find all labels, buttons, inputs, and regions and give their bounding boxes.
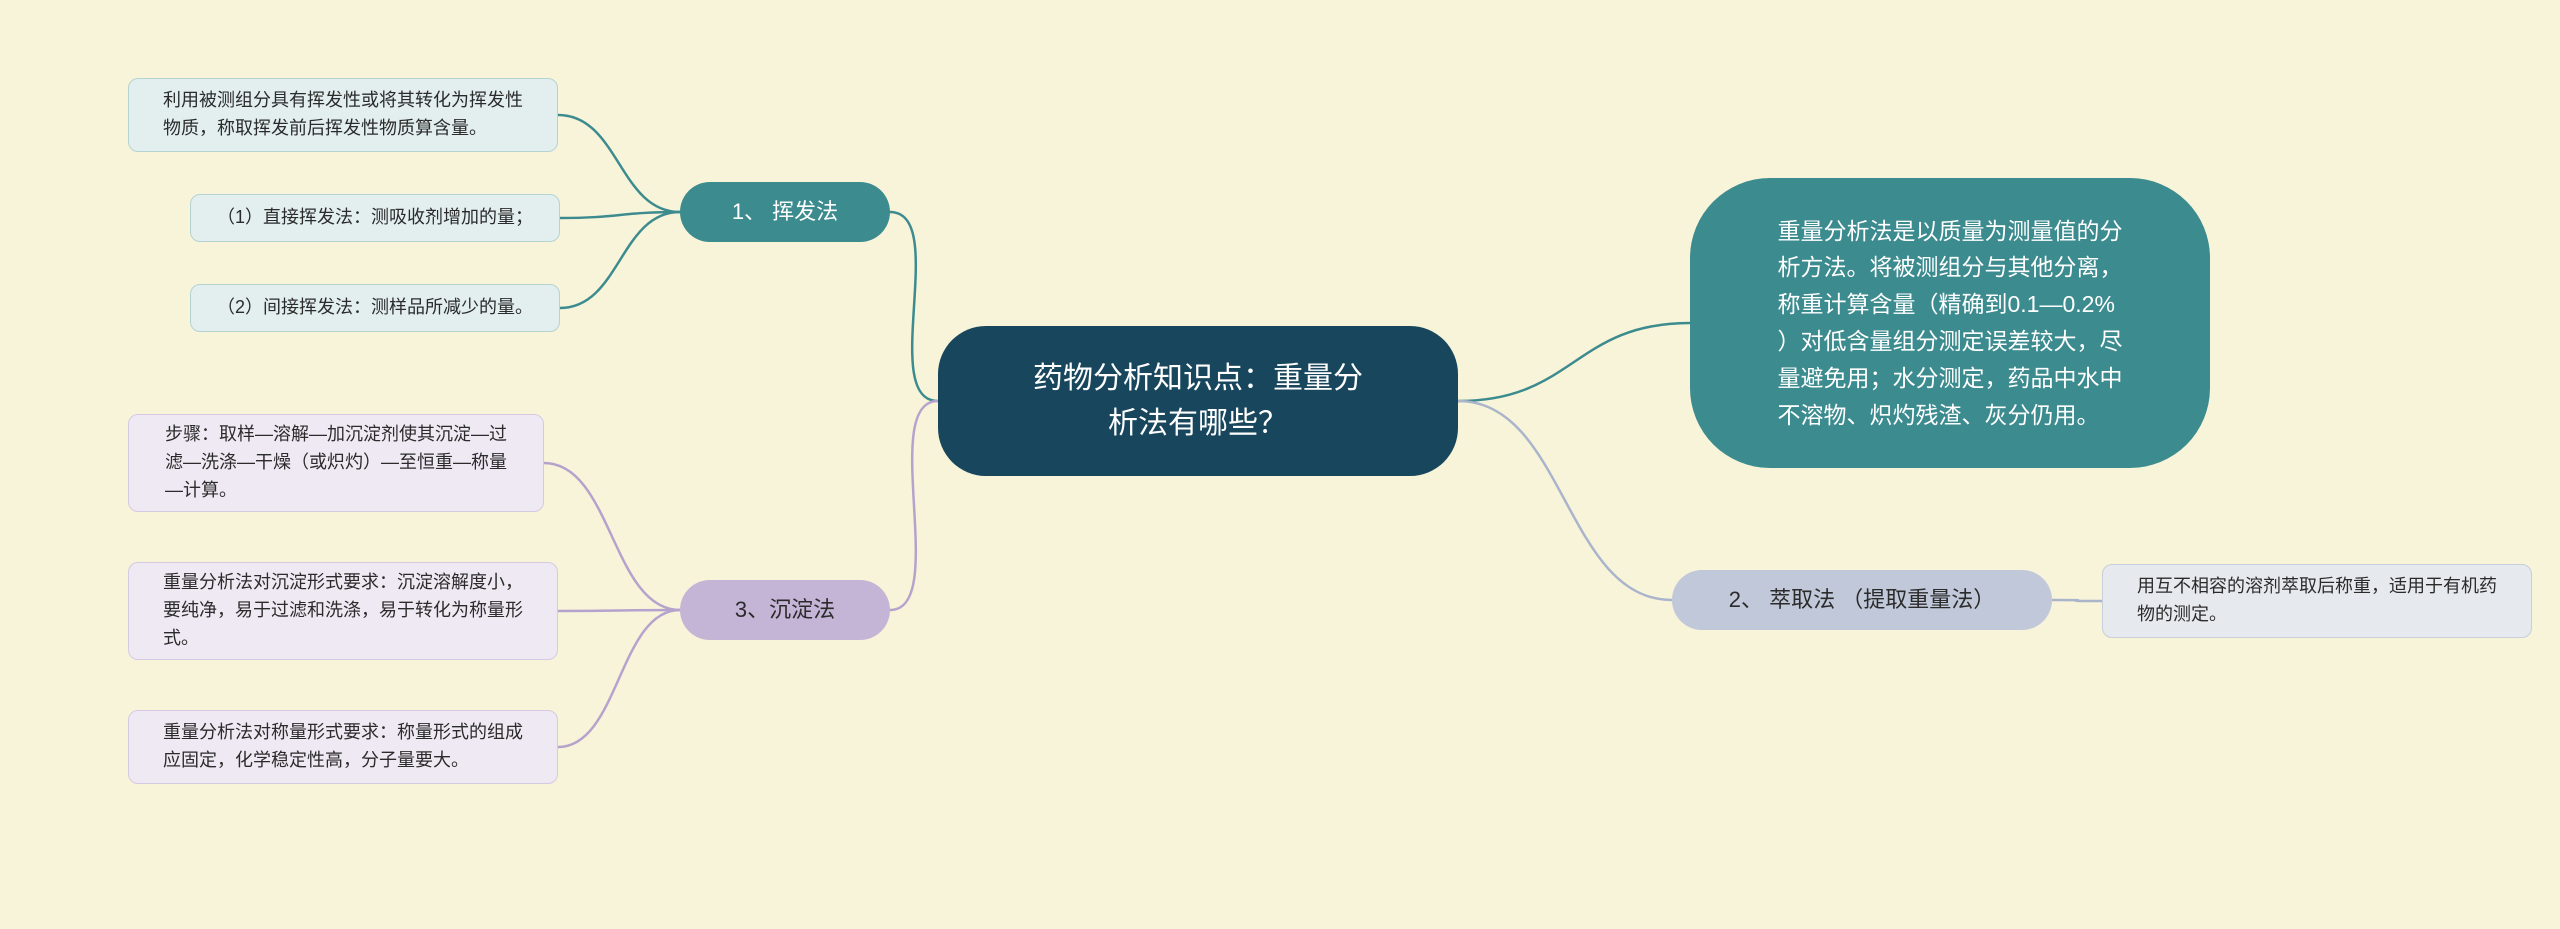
link-root-b2: [1458, 401, 1672, 600]
node-label: 1、 挥发法: [732, 201, 838, 223]
node-root[interactable]: 药物分析知识点：重量分 析法有哪些？: [938, 326, 1458, 476]
node-b2[interactable]: 2、 萃取法 （提取重量法）: [1672, 570, 2052, 630]
node-label: 用互不相容的溶剂萃取后称重，适用于有机药 物的测定。: [2137, 573, 2497, 629]
link-b1-l1b: [560, 212, 680, 218]
link-root-right_big: [1458, 323, 1690, 401]
node-label: 重量分析法对沉淀形式要求：沉淀溶解度小， 要纯净，易于过滤和洗涤，易于转化为称量…: [163, 569, 523, 653]
link-b2-l2: [2052, 600, 2102, 601]
node-l1b[interactable]: （1）直接挥发法：测吸收剂增加的量；: [190, 194, 560, 242]
node-label: 利用被测组分具有挥发性或将其转化为挥发性 物质，称取挥发前后挥发性物质算含量。: [163, 87, 523, 143]
link-b3-l3c: [558, 610, 680, 747]
link-b1-l1c: [560, 212, 680, 308]
link-root-b3: [890, 401, 938, 610]
link-b3-l3b: [558, 610, 680, 611]
link-b3-l3a: [544, 463, 680, 610]
node-l3c[interactable]: 重量分析法对称量形式要求：称量形式的组成 应固定，化学稳定性高，分子量要大。: [128, 710, 558, 784]
node-label: 药物分析知识点：重量分 析法有哪些？: [1033, 356, 1363, 446]
node-l1a[interactable]: 利用被测组分具有挥发性或将其转化为挥发性 物质，称取挥发前后挥发性物质算含量。: [128, 78, 558, 152]
node-label: 重量分析法是以质量为测量值的分 析方法。将被测组分与其他分离， 称重计算含量（精…: [1778, 213, 2123, 434]
node-l2[interactable]: 用互不相容的溶剂萃取后称重，适用于有机药 物的测定。: [2102, 564, 2532, 638]
node-label: （2）间接挥发法：测样品所减少的量。: [217, 294, 533, 322]
node-b3[interactable]: 3、沉淀法: [680, 580, 890, 640]
mindmap-canvas: 药物分析知识点：重量分 析法有哪些？ 重量分析法是以质量为测量值的分 析方法。将被…: [0, 0, 2560, 929]
node-label: 步骤：取样—溶解—加沉淀剂使其沉淀—过 滤—洗涤—干燥（或炽灼）—至恒重—称量 …: [165, 421, 507, 505]
node-l3a[interactable]: 步骤：取样—溶解—加沉淀剂使其沉淀—过 滤—洗涤—干燥（或炽灼）—至恒重—称量 …: [128, 414, 544, 512]
link-root-b1: [890, 212, 938, 401]
node-l3b[interactable]: 重量分析法对沉淀形式要求：沉淀溶解度小， 要纯净，易于过滤和洗涤，易于转化为称量…: [128, 562, 558, 660]
node-l1c[interactable]: （2）间接挥发法：测样品所减少的量。: [190, 284, 560, 332]
node-label: （1）直接挥发法：测吸收剂增加的量；: [217, 204, 533, 232]
node-right_big[interactable]: 重量分析法是以质量为测量值的分 析方法。将被测组分与其他分离， 称重计算含量（精…: [1690, 178, 2210, 468]
link-b1-l1a: [558, 115, 680, 212]
node-b1[interactable]: 1、 挥发法: [680, 182, 890, 242]
node-label: 3、沉淀法: [735, 599, 835, 621]
node-label: 重量分析法对称量形式要求：称量形式的组成 应固定，化学稳定性高，分子量要大。: [163, 719, 523, 775]
node-label: 2、 萃取法 （提取重量法）: [1729, 589, 1995, 611]
